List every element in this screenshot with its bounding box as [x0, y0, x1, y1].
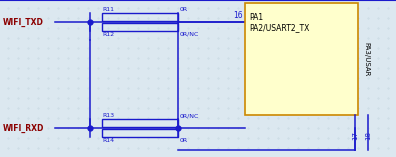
Text: 0R: 0R — [180, 138, 188, 143]
Text: PA3/USAR: PA3/USAR — [363, 42, 369, 76]
Text: 16: 16 — [233, 11, 243, 20]
Text: PA2/USART2_TX: PA2/USART2_TX — [249, 23, 309, 32]
Bar — [102, 13, 178, 21]
Text: WIFI_RXD: WIFI_RXD — [3, 123, 44, 133]
Text: PA1: PA1 — [249, 13, 263, 22]
Bar — [102, 119, 178, 127]
Text: 0R: 0R — [180, 7, 188, 12]
Text: 17: 17 — [352, 130, 358, 140]
Text: R11: R11 — [102, 7, 114, 12]
Bar — [102, 129, 178, 137]
Text: R13: R13 — [102, 113, 114, 118]
Bar — [245, 3, 358, 115]
Text: R12: R12 — [102, 32, 114, 37]
Text: 0R/NC: 0R/NC — [180, 32, 199, 37]
Bar — [102, 23, 178, 31]
Text: R14: R14 — [102, 138, 114, 143]
Text: WIFI_TXD: WIFI_TXD — [3, 17, 44, 27]
Text: 18: 18 — [365, 130, 371, 140]
Text: 0R/NC: 0R/NC — [180, 113, 199, 118]
